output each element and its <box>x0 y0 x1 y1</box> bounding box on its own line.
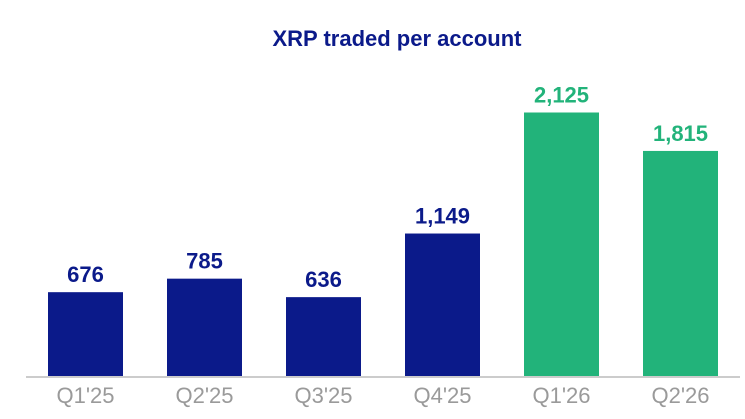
value-label: 785 <box>186 248 223 273</box>
chart-title: XRP traded per account <box>273 26 523 51</box>
bar <box>286 297 361 376</box>
x-tick-label: Q1'26 <box>532 383 590 408</box>
value-label: 1,149 <box>415 203 470 228</box>
x-tick-label: Q1'25 <box>56 383 114 408</box>
value-label: 1,815 <box>653 121 708 146</box>
x-tick-label: Q2'25 <box>175 383 233 408</box>
value-label: 636 <box>305 267 342 292</box>
bar <box>524 112 599 376</box>
bar <box>405 233 480 376</box>
x-tick-label: Q2'26 <box>651 383 709 408</box>
x-tick-label: Q4'25 <box>413 383 471 408</box>
bar <box>643 150 718 376</box>
bar <box>167 278 242 376</box>
value-label: 2,125 <box>534 82 589 107</box>
value-label: 676 <box>67 262 104 287</box>
bar <box>48 292 123 376</box>
x-tick-label: Q3'25 <box>294 383 352 408</box>
